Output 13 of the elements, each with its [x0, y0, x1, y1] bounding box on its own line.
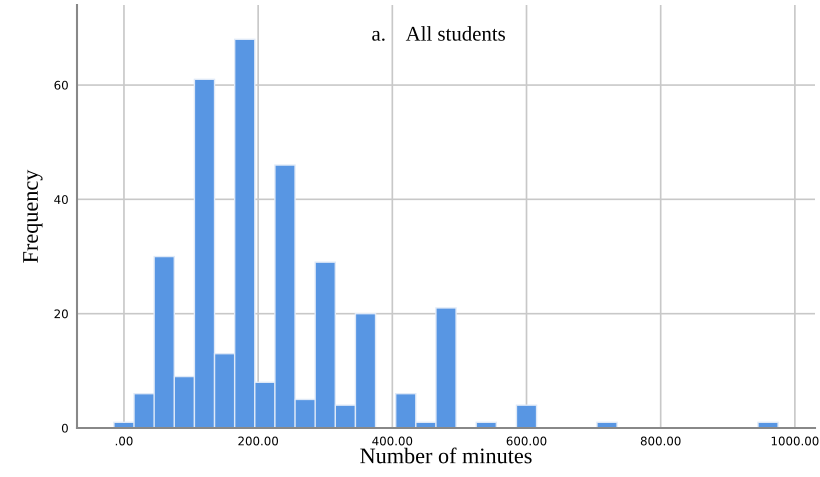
y-tick-label: 40	[54, 195, 68, 204]
x-tick-label: .00	[116, 436, 133, 446]
x-tick-label: 400.00	[372, 436, 412, 446]
x-tick-label: 1000.00	[772, 436, 818, 446]
x-tick-label: 800.00	[640, 436, 681, 446]
x-axis-title: Number of minutes	[360, 448, 532, 464]
x-tick-label: 200.00	[238, 436, 278, 446]
y-tick-label: 60	[54, 80, 68, 90]
x-tick-label: 600.00	[506, 436, 546, 446]
y-tick-label: 0	[62, 424, 68, 433]
text: a. All students	[372, 26, 505, 41]
y-tick-label: 20	[54, 309, 68, 318]
y-axis-title: Frequency	[23, 170, 43, 263]
